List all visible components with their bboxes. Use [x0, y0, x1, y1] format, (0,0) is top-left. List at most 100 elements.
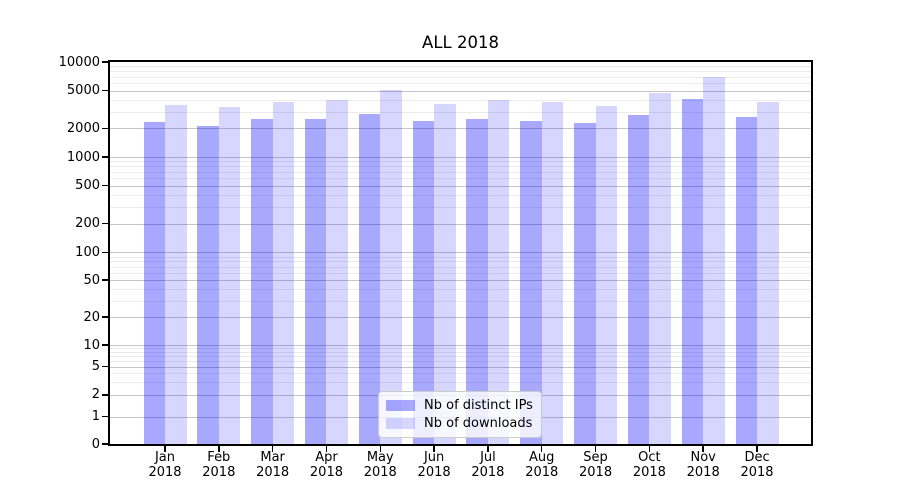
- x-tick-label-mar: Mar 2018: [256, 450, 290, 480]
- bar-distinct-ips-jul: [466, 119, 488, 444]
- y-tick-50: [102, 279, 108, 281]
- bar-distinct-ips-jun: [412, 120, 435, 444]
- y-tick-100: [102, 251, 108, 254]
- gridline-minor-400: [110, 194, 811, 196]
- gridline-minor-6000: [110, 83, 811, 85]
- gridline-minor-300: [110, 206, 811, 208]
- chart-title: ALL 2018: [422, 33, 499, 52]
- x-tick-label-feb: Feb 2018: [202, 450, 236, 480]
- gridline-major-100: [110, 252, 811, 254]
- x-tick-feb: [218, 446, 220, 452]
- gridline-major-200: [110, 223, 811, 225]
- gridline-major-10: [110, 345, 811, 346]
- x-tick-label-oct: Oct 2018: [632, 450, 666, 480]
- legend-label-distinct-ips: Nb of distinct IPs: [424, 398, 533, 413]
- y-tick-label-2: 2: [91, 387, 100, 403]
- gridline-major-2000: [110, 128, 811, 130]
- bar-distinct-ips-may: [358, 113, 381, 444]
- x-tick-label-jan: Jan 2018: [148, 450, 182, 480]
- y-tick-label-10000: 10000: [58, 54, 100, 70]
- y-tick-0: [102, 443, 108, 445]
- gridline-minor-700: [110, 171, 811, 173]
- legend-swatch-distinct-ips: [386, 400, 415, 412]
- x-tick-label-dec: Dec 2018: [740, 450, 774, 480]
- x-tick-jan: [164, 446, 166, 452]
- y-tick-label-50: 50: [83, 272, 100, 288]
- x-tick-sep: [594, 446, 597, 452]
- gridline-minor-9: [110, 348, 811, 350]
- bar-downloads-mar: [272, 102, 295, 444]
- bar-downloads-oct: [649, 93, 671, 444]
- gridline-minor-60: [110, 272, 811, 274]
- gridline-minor-8: [110, 351, 811, 353]
- x-tick-oct: [648, 446, 651, 452]
- plot-area: [110, 62, 811, 444]
- bar-downloads-aug: [541, 102, 564, 444]
- legend-label-downloads: Nb of downloads: [424, 415, 533, 431]
- x-tick-dec: [756, 446, 758, 452]
- y-tick-label-20: 20: [83, 309, 100, 325]
- bar-distinct-ips-feb: [197, 126, 219, 444]
- x-tick-may: [379, 446, 382, 452]
- y-tick-2000: [102, 127, 108, 130]
- y-tick-label-200: 200: [75, 216, 100, 232]
- gridline-minor-70: [110, 266, 811, 268]
- y-tick-20: [102, 316, 108, 318]
- x-tick-jul: [487, 446, 489, 452]
- gridline-minor-90: [110, 256, 811, 258]
- gridline-minor-9000: [110, 66, 811, 68]
- y-tick-1: [102, 415, 108, 418]
- bar-distinct-ips-nov: [681, 98, 704, 444]
- y-tick-label-5: 5: [91, 359, 100, 375]
- gridline-minor-3000: [110, 111, 811, 113]
- gridline-minor-4000: [110, 99, 811, 101]
- y-tick-5000: [102, 89, 108, 92]
- bar-downloads-sep: [595, 106, 618, 444]
- x-tick-nov: [702, 446, 704, 452]
- gridline-minor-800: [110, 166, 811, 168]
- gridline-major-500: [110, 185, 811, 187]
- x-tick-apr: [325, 446, 328, 452]
- x-tick-label-jun: Jun 2018: [417, 450, 451, 480]
- legend-item-downloads: Nb of downloads: [386, 415, 533, 433]
- bar-distinct-ips-jan: [143, 122, 165, 444]
- gridline-major-5000: [110, 90, 811, 92]
- x-tick-jun: [433, 446, 435, 452]
- bar-distinct-ips-sep: [574, 122, 596, 444]
- gridline-minor-7: [110, 356, 811, 358]
- bar-distinct-ips-apr: [304, 118, 327, 444]
- bar-distinct-ips-aug: [520, 121, 542, 444]
- y-tick-label-1000: 1000: [66, 149, 100, 165]
- y-tick-500: [102, 184, 108, 187]
- bar-distinct-ips-oct: [627, 114, 650, 444]
- x-tick-label-apr: Apr 2018: [309, 450, 343, 480]
- gridline-minor-900: [110, 161, 811, 163]
- bar-downloads-dec: [757, 102, 779, 444]
- x-tick-label-may: May 2018: [363, 450, 397, 480]
- y-tick-10: [102, 344, 108, 346]
- bar-downloads-feb: [218, 107, 241, 444]
- gridline-minor-40: [110, 289, 811, 291]
- y-tick-1000: [102, 156, 108, 158]
- legend: Nb of distinct IPs Nb of downloads: [378, 391, 542, 438]
- bar-downloads-jun: [434, 103, 456, 444]
- gridline-major-5: [110, 366, 811, 368]
- gridline-minor-8000: [110, 71, 811, 73]
- x-tick-label-nov: Nov 2018: [686, 450, 720, 480]
- gridline-major-20: [110, 317, 811, 319]
- gridline-minor-80: [110, 261, 811, 263]
- gridline-minor-3: [110, 382, 811, 384]
- y-tick-5: [102, 365, 108, 368]
- gridline-minor-6: [110, 360, 811, 362]
- y-tick-label-10: 10: [83, 337, 100, 353]
- bar-downloads-may: [380, 89, 402, 444]
- bar-distinct-ips-mar: [251, 118, 273, 444]
- gridline-minor-30: [110, 300, 811, 302]
- y-tick-10000: [102, 61, 108, 63]
- gridline-minor-4: [110, 373, 811, 375]
- y-tick-label-2000: 2000: [66, 120, 100, 136]
- bar-distinct-ips-dec: [735, 117, 758, 444]
- y-tick-200: [102, 222, 108, 225]
- y-tick-label-5000: 5000: [66, 83, 100, 99]
- gridline-minor-7000: [110, 76, 811, 78]
